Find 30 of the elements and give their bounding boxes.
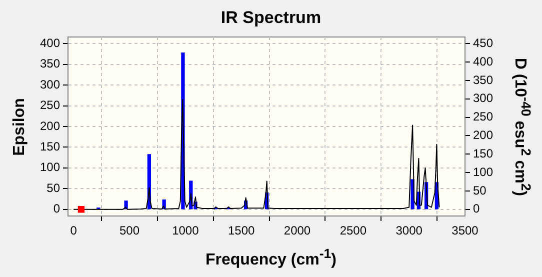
- y-tick-label: 50: [46, 180, 60, 195]
- y-tick-label: 150: [40, 140, 60, 154]
- y-axis-title: Epsilon: [11, 98, 29, 156]
- y2-tick-label: 450: [473, 36, 494, 50]
- y2-tick-label: 300: [473, 91, 494, 106]
- x-tick-label: 3000: [396, 224, 423, 238]
- y2-tick-label: 250: [473, 110, 494, 124]
- x-axis-title: Frequency (cm$^{-1}$): [204, 246, 338, 270]
- x-tick-label: 0: [70, 224, 78, 238]
- x-tick-label: 1500: [228, 224, 256, 238]
- x-tick-label: 2500: [340, 224, 367, 238]
- y-tick-label: 0: [53, 202, 60, 216]
- y2-tick-label: 0: [473, 202, 480, 216]
- x-tick-label: 500: [119, 224, 140, 238]
- y2-tick-label: 50: [473, 183, 487, 198]
- y-tick-label: 250: [40, 98, 60, 112]
- y2-tick-label: 150: [473, 146, 494, 160]
- y-tick-label: 350: [40, 56, 60, 71]
- y-tick-label: 300: [40, 77, 60, 92]
- x-tick-label: 1000: [172, 224, 200, 238]
- y2-tick-label: 200: [473, 128, 494, 142]
- x-tick-label: 3500: [452, 224, 479, 238]
- chart-title: IR Spectrum: [220, 8, 322, 28]
- x-tick-label: 2000: [284, 224, 311, 238]
- y-tick-label: 200: [40, 118, 60, 133]
- y-tick-label: 400: [40, 36, 60, 50]
- y2-tick-label: 350: [473, 72, 494, 87]
- y2-tick-label: 400: [473, 54, 494, 68]
- y-tick-label: 100: [40, 160, 60, 174]
- y2-tick-label: 100: [473, 164, 494, 179]
